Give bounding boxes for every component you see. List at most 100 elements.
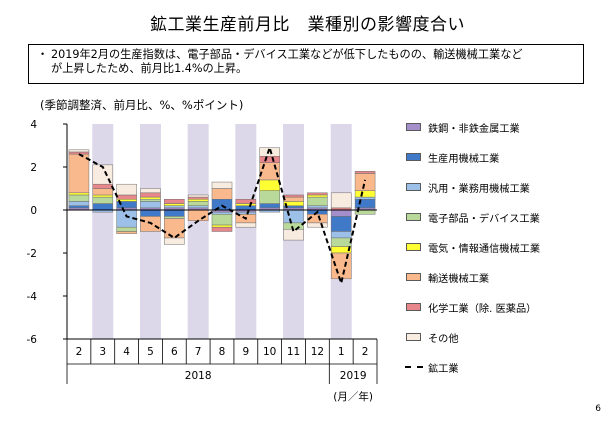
bar-segment <box>283 209 304 224</box>
legend-label: 電子部品・デバイス工業 <box>428 214 540 225</box>
bar-segment <box>211 226 233 232</box>
bar-segment <box>116 183 137 196</box>
x-category-label: 3 <box>99 346 106 358</box>
bar-segment <box>330 216 352 232</box>
legend-swatch <box>406 153 421 161</box>
bar-segment <box>354 171 376 174</box>
bar-segment <box>140 188 161 194</box>
bar-segment <box>211 214 233 226</box>
bar-segment <box>68 192 90 196</box>
y-axis-unit-label: (季節調整済、前月比、%、%ポイント) <box>40 98 244 112</box>
bar-segment <box>116 226 137 232</box>
bar-segment <box>235 205 257 211</box>
legend-item-total-line: 鉱工業 <box>404 360 609 390</box>
bar-segment <box>164 209 185 217</box>
x-category-label: 5 <box>147 346 154 358</box>
note-line-2: が上昇したため、前月比1.4%の上昇。 <box>51 62 248 75</box>
axes <box>63 123 378 384</box>
stacked-bars <box>68 147 376 280</box>
x-category-label: 7 <box>195 346 202 358</box>
bar-segment <box>140 209 161 217</box>
total-line <box>78 144 367 287</box>
legend-item: 汎用・業務用機械工業 <box>404 180 609 210</box>
legend-label: その他 <box>428 334 459 345</box>
x-category-label: 2 <box>76 346 83 358</box>
legend-swatch <box>406 243 421 251</box>
bar-segment <box>259 147 280 157</box>
bar-segment <box>307 194 328 198</box>
y-tick-label: -2 <box>27 248 37 260</box>
bar-segment <box>164 205 185 209</box>
y-tick-label: 0 <box>30 205 37 217</box>
bar-segment <box>92 188 114 196</box>
bar-segment <box>187 205 209 209</box>
bar-segment <box>235 199 257 204</box>
legend-label: 生産用機械工業 <box>428 154 500 165</box>
bar-segment <box>211 188 233 200</box>
bar-segment <box>92 194 114 198</box>
legend-label: 電気・情報通信機械工業 <box>428 244 541 255</box>
legend-swatch <box>406 123 421 131</box>
bar-segment <box>68 201 90 206</box>
y-tick-label: -6 <box>27 334 38 346</box>
bar-segment <box>307 222 328 228</box>
bar-segment <box>259 156 280 163</box>
x-category-label: 6 <box>171 346 178 358</box>
shaded-band <box>187 124 209 339</box>
bar-segment <box>68 149 90 153</box>
x-axis-unit-label: (月／年) <box>333 390 373 403</box>
page-title: 鉱工業生産前月比 業種別の影響度合い <box>150 15 465 35</box>
bar-segment <box>354 173 376 191</box>
y-tick-label: -4 <box>27 291 38 303</box>
bar-segment <box>92 183 114 189</box>
bar-segment <box>116 194 137 200</box>
legend-item: 電気・情報通信機械工業 <box>404 240 609 270</box>
bar-segment <box>116 231 137 234</box>
bar-segment <box>140 199 161 202</box>
bar-segment <box>187 209 209 221</box>
legend-line-swatch <box>405 366 423 368</box>
x-category-label: 9 <box>243 346 250 358</box>
bar-segment <box>283 194 304 198</box>
bar-segment <box>164 216 185 219</box>
bar-segment <box>354 199 376 209</box>
legend-label: 鉱工業 <box>428 364 459 375</box>
x-category-label: 12 <box>311 346 324 358</box>
total-line-layer <box>78 144 367 287</box>
bar-segment <box>330 237 352 247</box>
bar-segment <box>307 205 328 209</box>
legend-item: 電子部品・デバイス工業 <box>404 210 609 240</box>
x-category-label: 10 <box>263 346 276 358</box>
bar-segment <box>92 196 114 204</box>
legend-label: 汎用・業務用機械工業 <box>428 184 530 195</box>
bar-segment <box>259 162 280 181</box>
x-category-label: 2 <box>362 346 369 358</box>
x-category-label: 1 <box>338 346 345 358</box>
legend-item: その他 <box>404 330 609 360</box>
bar-segment <box>259 203 280 209</box>
legend-swatch <box>406 273 421 281</box>
bar-segment <box>92 203 114 211</box>
legend-swatch <box>406 213 421 221</box>
bar-segment <box>330 192 352 209</box>
bar-segment <box>330 231 352 239</box>
bar-segment <box>307 196 328 206</box>
page-number: 6 <box>595 404 601 414</box>
bar-segment <box>164 218 185 239</box>
x-category-label: 11 <box>287 346 300 358</box>
bar-segment <box>187 196 209 200</box>
legend-item: 輸送機械工業 <box>404 270 609 300</box>
note-line-1: 2019年2月の生産指数は、電子部品・デバイス工業などが低下したものの、輸送機械… <box>51 48 523 61</box>
x-category-label: 8 <box>219 346 226 358</box>
summary-note: ・ 2019年2月の生産指数は、電子部品・デバイス工業などが低下したものの、輸送… <box>28 44 584 84</box>
bar-segment <box>68 194 90 202</box>
bar-segment <box>68 151 90 155</box>
bar-segment <box>330 209 352 217</box>
shaded-band <box>92 124 114 339</box>
shaded-band <box>235 124 257 339</box>
note-bullet: ・ <box>37 48 49 61</box>
bar-segment <box>211 224 233 228</box>
bar-segment <box>259 190 280 204</box>
